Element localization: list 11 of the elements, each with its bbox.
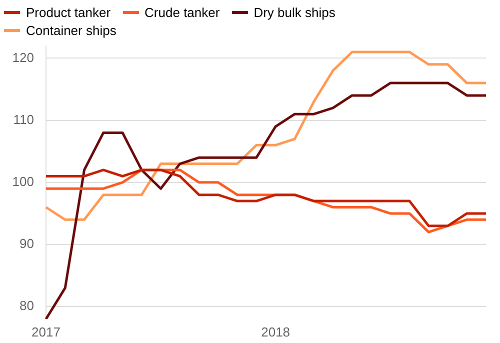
y-tick-label: 110 bbox=[13, 112, 34, 127]
y-tick-label: 100 bbox=[12, 174, 34, 189]
y-tick-label: 80 bbox=[20, 298, 34, 314]
legend-label: Container ships bbox=[26, 22, 116, 38]
y-tick-label: 90 bbox=[20, 236, 34, 252]
legend-label: Crude tanker bbox=[144, 4, 220, 20]
x-tick-label: 2017 bbox=[32, 324, 60, 340]
x-tick-label: 2018 bbox=[261, 324, 290, 340]
legend-label: Product tanker bbox=[26, 4, 111, 20]
legend-label: Dry bulk ships bbox=[254, 4, 336, 20]
y-tick-label: 120 bbox=[12, 50, 34, 65]
